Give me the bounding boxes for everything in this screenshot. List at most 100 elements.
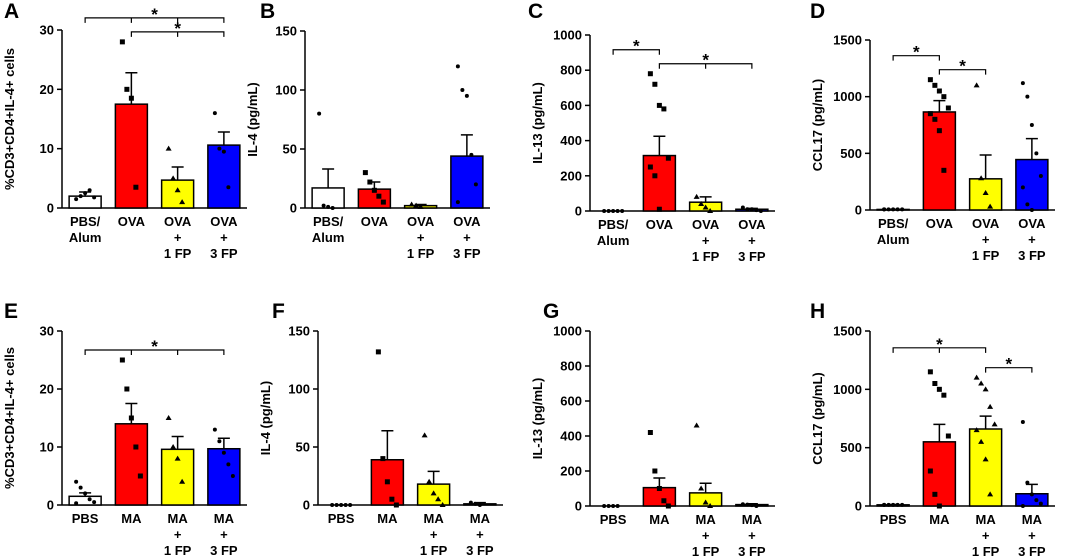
x-tick-label: OVA (1018, 216, 1046, 231)
x-tick-label: 1 FP (972, 248, 1000, 263)
data-point (647, 71, 653, 77)
data-point (74, 501, 79, 506)
x-tick-label: MA (470, 511, 491, 526)
data-point (973, 82, 980, 88)
x-tick-label: + (417, 230, 425, 245)
x-tick-label: OVA (972, 216, 1000, 231)
bar (642, 154, 677, 212)
data-point (745, 502, 750, 507)
error-bar (460, 134, 473, 157)
data-point (982, 386, 989, 392)
data-point (941, 94, 947, 100)
data-point (469, 152, 474, 157)
y-tick-label: 500 (840, 146, 862, 161)
x-tick-label: MA (121, 511, 142, 526)
y-tick-label: 1500 (833, 324, 862, 339)
error-bar (1025, 137, 1038, 160)
data-point (886, 502, 891, 507)
data-point (477, 503, 482, 507)
data-point (417, 203, 424, 209)
significance-label: * (174, 19, 181, 38)
x-tick-label: 1 FP (164, 543, 192, 558)
data-point (221, 149, 226, 154)
data-point (1038, 501, 1043, 506)
data-point (698, 200, 705, 206)
y-tick-label: 1000 (833, 382, 862, 397)
data-point (133, 184, 139, 190)
x-tick-label: 1 FP (420, 543, 448, 558)
bar (68, 195, 102, 209)
data-point (1020, 185, 1025, 190)
data-point (932, 116, 938, 122)
data-point (174, 187, 181, 193)
x-tick-label: PBS (72, 511, 99, 526)
y-tick-label: 200 (560, 168, 582, 183)
data-point (473, 182, 478, 187)
significance-bracket (985, 367, 1033, 373)
significance-label: * (959, 57, 966, 76)
data-point (991, 421, 998, 427)
data-point (170, 175, 177, 181)
significance-label: * (1005, 355, 1012, 374)
data-point (927, 111, 933, 117)
data-point (460, 88, 465, 92)
y-tick-label: 0 (855, 499, 862, 514)
data-point (455, 64, 460, 69)
data-point (978, 438, 985, 444)
error-bar (699, 196, 712, 203)
data-point (973, 427, 980, 433)
data-point (92, 195, 97, 200)
error-bar (217, 437, 230, 449)
x-tick-label: Alum (312, 230, 345, 245)
y-tick-label: 100 (288, 382, 310, 397)
significance-bracket (938, 69, 987, 75)
data-point (656, 206, 662, 212)
significance-bracket (84, 17, 225, 23)
data-point (615, 209, 620, 213)
data-point (973, 374, 980, 380)
data-point (611, 504, 616, 508)
x-tick-label: + (748, 528, 756, 543)
panel-letter: E (4, 300, 18, 323)
x-tick-label: + (220, 230, 228, 245)
x-tick-label: 3 FP (1018, 248, 1046, 263)
x-tick-label: PBS/ (70, 214, 101, 229)
x-tick-label: 3 FP (1018, 544, 1046, 558)
data-point (217, 146, 222, 151)
data-point (217, 439, 222, 444)
significance-bracket (130, 31, 225, 37)
data-point (606, 504, 611, 508)
panel-letter: C (528, 0, 543, 23)
data-point (749, 503, 754, 508)
data-point (212, 111, 217, 116)
data-point (376, 193, 382, 199)
y-axis-label: %CD3+CD4+IL-4+ cells (2, 48, 17, 190)
data-point (758, 209, 763, 213)
x-tick-label: OVA (210, 214, 238, 229)
data-point (226, 462, 231, 467)
data-point (212, 427, 217, 432)
data-point (941, 167, 947, 173)
data-point (932, 491, 938, 497)
panel-letter: B (260, 0, 275, 23)
data-point (707, 503, 714, 508)
y-axis-label: IL-13 (pg/mL) (530, 82, 545, 164)
error-bar (979, 415, 992, 429)
data-point (707, 208, 714, 213)
data-point (656, 486, 662, 491)
x-tick-label: MA (168, 511, 189, 526)
x-tick-label: MA (649, 512, 670, 527)
y-tick-label: 0 (855, 203, 862, 218)
y-tick-label: 1000 (553, 28, 582, 43)
data-point (78, 194, 83, 199)
data-point (602, 504, 607, 508)
x-tick-label: 1 FP (692, 544, 720, 558)
data-point (932, 381, 938, 386)
significance-label: * (913, 43, 920, 62)
x-tick-label: MA (929, 512, 950, 527)
data-point (647, 164, 653, 170)
data-point (749, 207, 754, 212)
data-point (226, 185, 231, 190)
data-point (426, 478, 433, 484)
y-tick-label: 100 (275, 83, 297, 98)
